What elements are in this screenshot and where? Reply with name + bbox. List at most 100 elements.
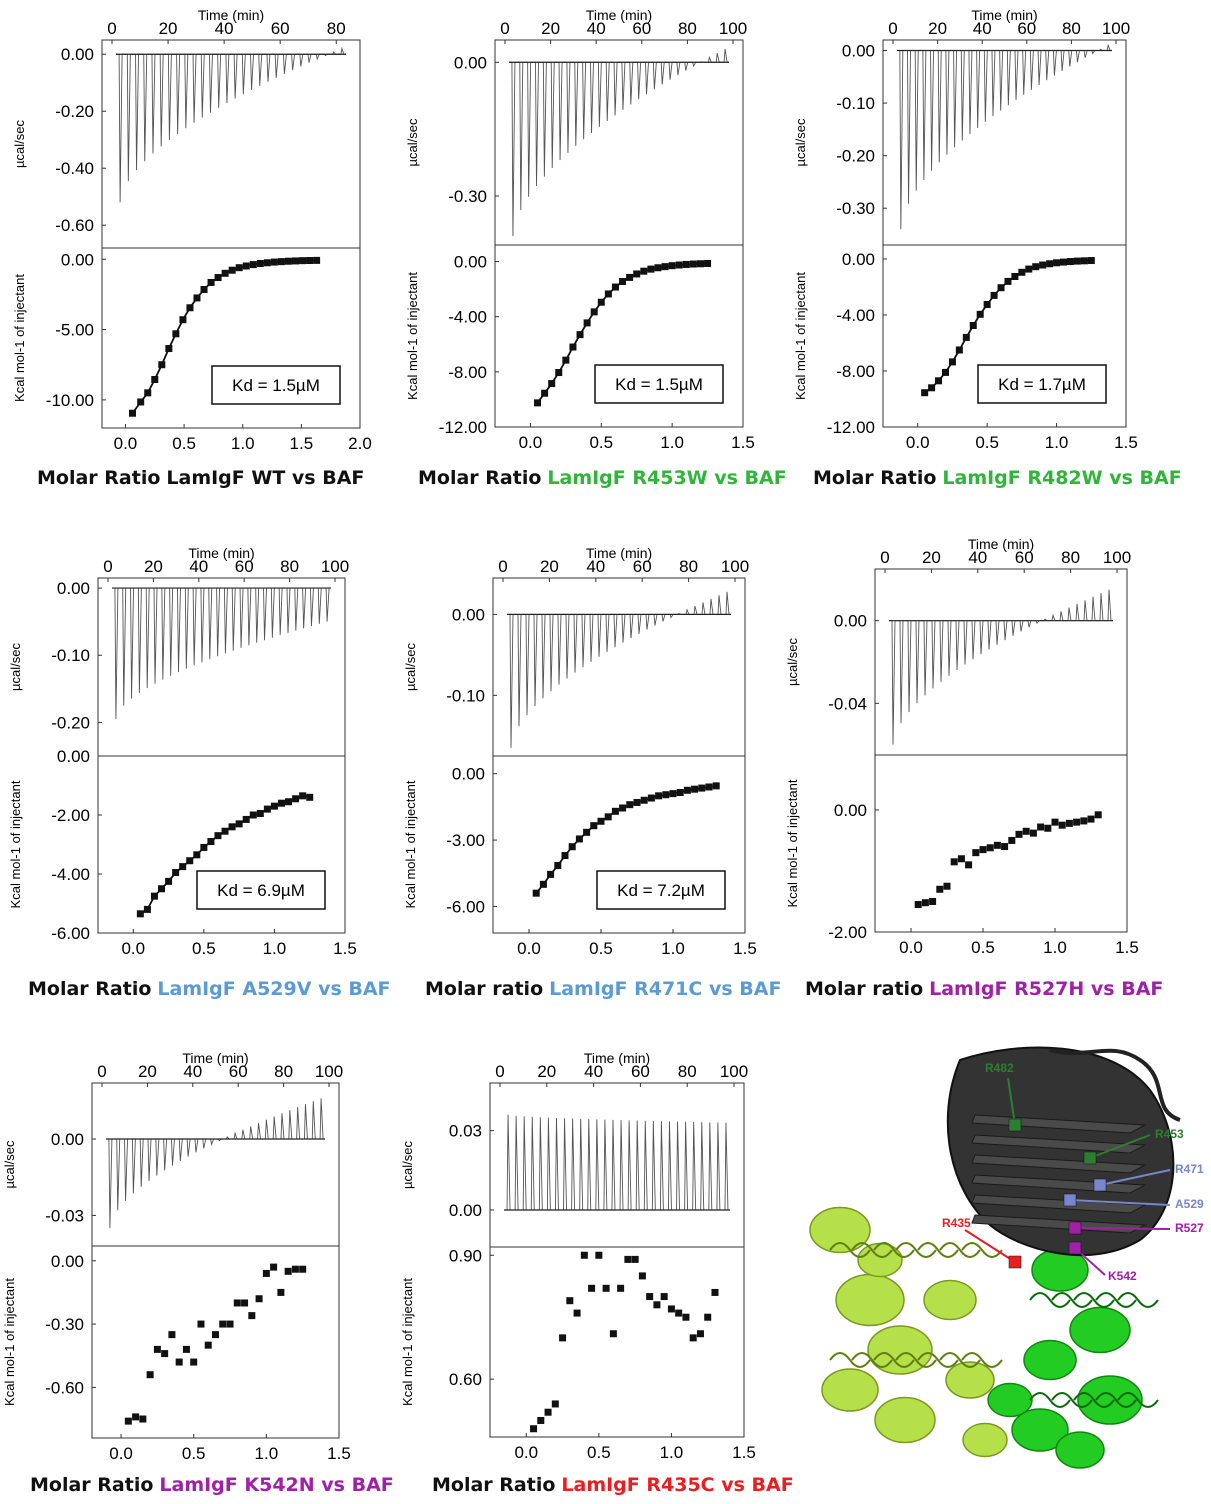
data-point [619, 278, 627, 286]
thermo-y-label: µcal/sec [400, 1141, 415, 1189]
time-tick-label: 0 [103, 557, 112, 576]
x-tick-label: 1.0 [1045, 433, 1069, 452]
protein-structure: R482 R453 R471 A529 R435 R527 K542 [809, 1046, 1204, 1469]
kd-label: Kd = 6.9µM [217, 881, 305, 900]
data-point [291, 1265, 299, 1273]
data-point [175, 1358, 183, 1366]
data-point [548, 380, 556, 388]
data-point [653, 1301, 661, 1309]
residue-label: R527 [1175, 1221, 1204, 1235]
helix-stripe [873, 1352, 915, 1368]
data-point [935, 377, 943, 385]
data-point [270, 258, 278, 266]
data-point [153, 1345, 161, 1353]
baf-helix-yellow [945, 1361, 995, 1399]
baf-helix-yellow [867, 1325, 933, 1375]
caption-r435c: Molar Ratio LamIgF R435C vs BAF [432, 1474, 794, 1496]
time-tick-label: 60 [632, 19, 651, 38]
baf-helix-yellow [962, 1422, 1008, 1458]
thermogram-trace [507, 591, 731, 748]
binding-tick-label: -4.00 [836, 306, 875, 325]
data-point [221, 827, 229, 835]
binding-y-label: Kcal mol-1 of injectant [400, 1278, 415, 1406]
caption-r482w: Molar Ratio LamIgF R482W vs BAF [813, 467, 1182, 489]
data-point [575, 835, 583, 843]
binding-tick-label: 0.00 [834, 801, 867, 820]
helix-stripe [961, 1242, 1003, 1258]
data-point [683, 786, 691, 794]
data-point [262, 1269, 270, 1277]
data-point [139, 1415, 147, 1423]
helix-stripe [873, 1242, 915, 1258]
binding-tick-label: -0.60 [45, 1378, 84, 1397]
time-tick-label: 60 [235, 557, 254, 576]
x-tick-label: 2.0 [348, 434, 372, 453]
data-point [640, 796, 648, 804]
data-point [990, 291, 998, 299]
thermo-tick-label: 0.00 [449, 1201, 482, 1220]
data-point [228, 266, 236, 274]
data-point [532, 889, 540, 897]
caption-prefix: Molar Ratio [418, 467, 542, 489]
data-point [1060, 258, 1068, 266]
caption-mutant: LamIgF A529V vs BAF [157, 978, 391, 1000]
binding-tick-label: 0.00 [57, 747, 90, 766]
data-point [277, 799, 285, 807]
data-point [165, 877, 173, 885]
data-point [136, 910, 144, 918]
data-point [530, 1425, 538, 1433]
data-point [1018, 268, 1026, 276]
data-point [647, 794, 655, 802]
data-point [704, 1313, 712, 1321]
time-tick-label: 0 [495, 1062, 504, 1081]
data-point [235, 820, 243, 828]
time-tick-label: 40 [215, 19, 234, 38]
data-point [128, 409, 136, 417]
binding-y-label: Kcal mol-1 of injectant [793, 272, 808, 400]
thermo-y-label: µcal/sec [403, 643, 418, 691]
plot-frame [494, 39, 744, 428]
binding-tick-label: 0.60 [449, 1370, 482, 1389]
binding-tick-label: 0.00 [454, 253, 487, 272]
data-point [172, 330, 180, 338]
time-tick-label: 20 [541, 19, 560, 38]
thermo-tick-label: 0.03 [449, 1122, 482, 1141]
data-point [1051, 818, 1059, 826]
thermo-tick-label: -0.20 [836, 147, 875, 166]
data-point [943, 882, 951, 890]
helix-stripe [829, 1352, 871, 1368]
data-point [704, 259, 712, 267]
kd-label: Kd = 1.5µM [232, 376, 320, 395]
data-point [957, 855, 965, 863]
data-point [214, 832, 222, 840]
helix-stripe [1029, 1292, 1071, 1308]
data-point [929, 897, 937, 905]
x-tick-label: 0.5 [589, 939, 613, 958]
thermo-y-label: µcal/sec [2, 1140, 17, 1188]
data-point [179, 863, 187, 871]
data-point [597, 298, 605, 306]
data-point [1058, 821, 1066, 829]
data-point [617, 1284, 625, 1292]
binding-tick-label: -6.00 [446, 897, 485, 916]
data-point [662, 791, 670, 799]
data-point [588, 1284, 596, 1292]
beta-strand [971, 1134, 1147, 1154]
data-point [1053, 259, 1061, 267]
data-point [948, 358, 956, 366]
data-point [646, 1293, 654, 1301]
data-point [660, 1293, 668, 1301]
data-point [1015, 830, 1023, 838]
time-tick-label: 40 [189, 557, 208, 576]
data-point [277, 258, 285, 266]
x-tick-label: 1.5 [327, 1444, 351, 1463]
x-tick-label: 0.0 [114, 434, 138, 453]
data-point [1080, 817, 1088, 825]
data-point [190, 1358, 198, 1366]
data-point [566, 1297, 574, 1305]
baf-helix-yellow [857, 1242, 903, 1278]
data-point [249, 811, 257, 819]
time-tick-label: 40 [973, 19, 992, 38]
data-point [921, 389, 929, 397]
helix-stripe [1073, 1292, 1115, 1308]
